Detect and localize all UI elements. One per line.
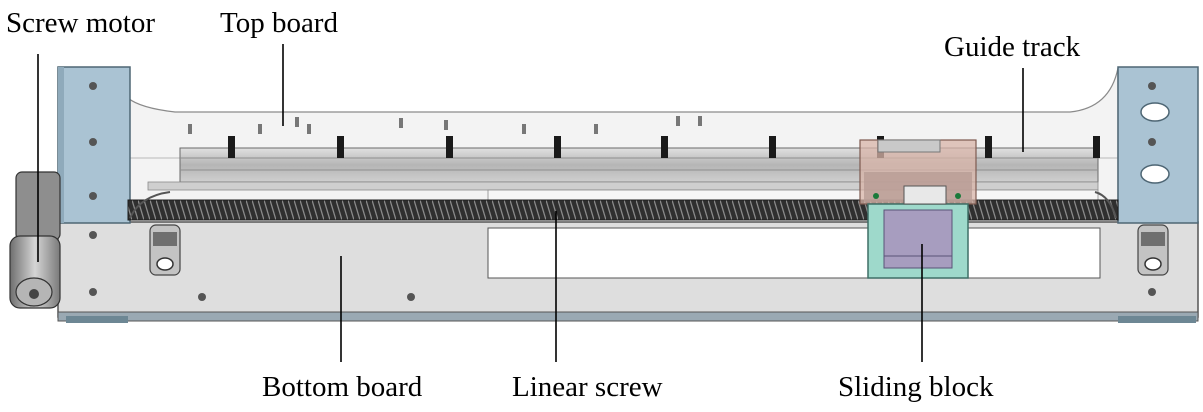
- bottom-hole: [89, 231, 97, 239]
- left-side-plate: [57, 66, 131, 224]
- right-side-plate: [1117, 66, 1199, 224]
- label-guide-track: Guide track: [944, 31, 1081, 63]
- right-bearing-support: [1137, 224, 1169, 276]
- label-bottom-board: Bottom board: [262, 371, 423, 403]
- left-bearing-support: [149, 224, 181, 276]
- label-screw-motor: Screw motor: [6, 7, 155, 39]
- label-linear-screw: Linear screw: [512, 371, 663, 403]
- screw-motor: [9, 171, 61, 309]
- sliding-block: [859, 139, 977, 279]
- label-top-board: Top board: [220, 7, 338, 39]
- label-sliding-block: Sliding block: [838, 371, 994, 403]
- leader-lines: [37, 44, 1024, 362]
- bottom-board: [57, 221, 1199, 323]
